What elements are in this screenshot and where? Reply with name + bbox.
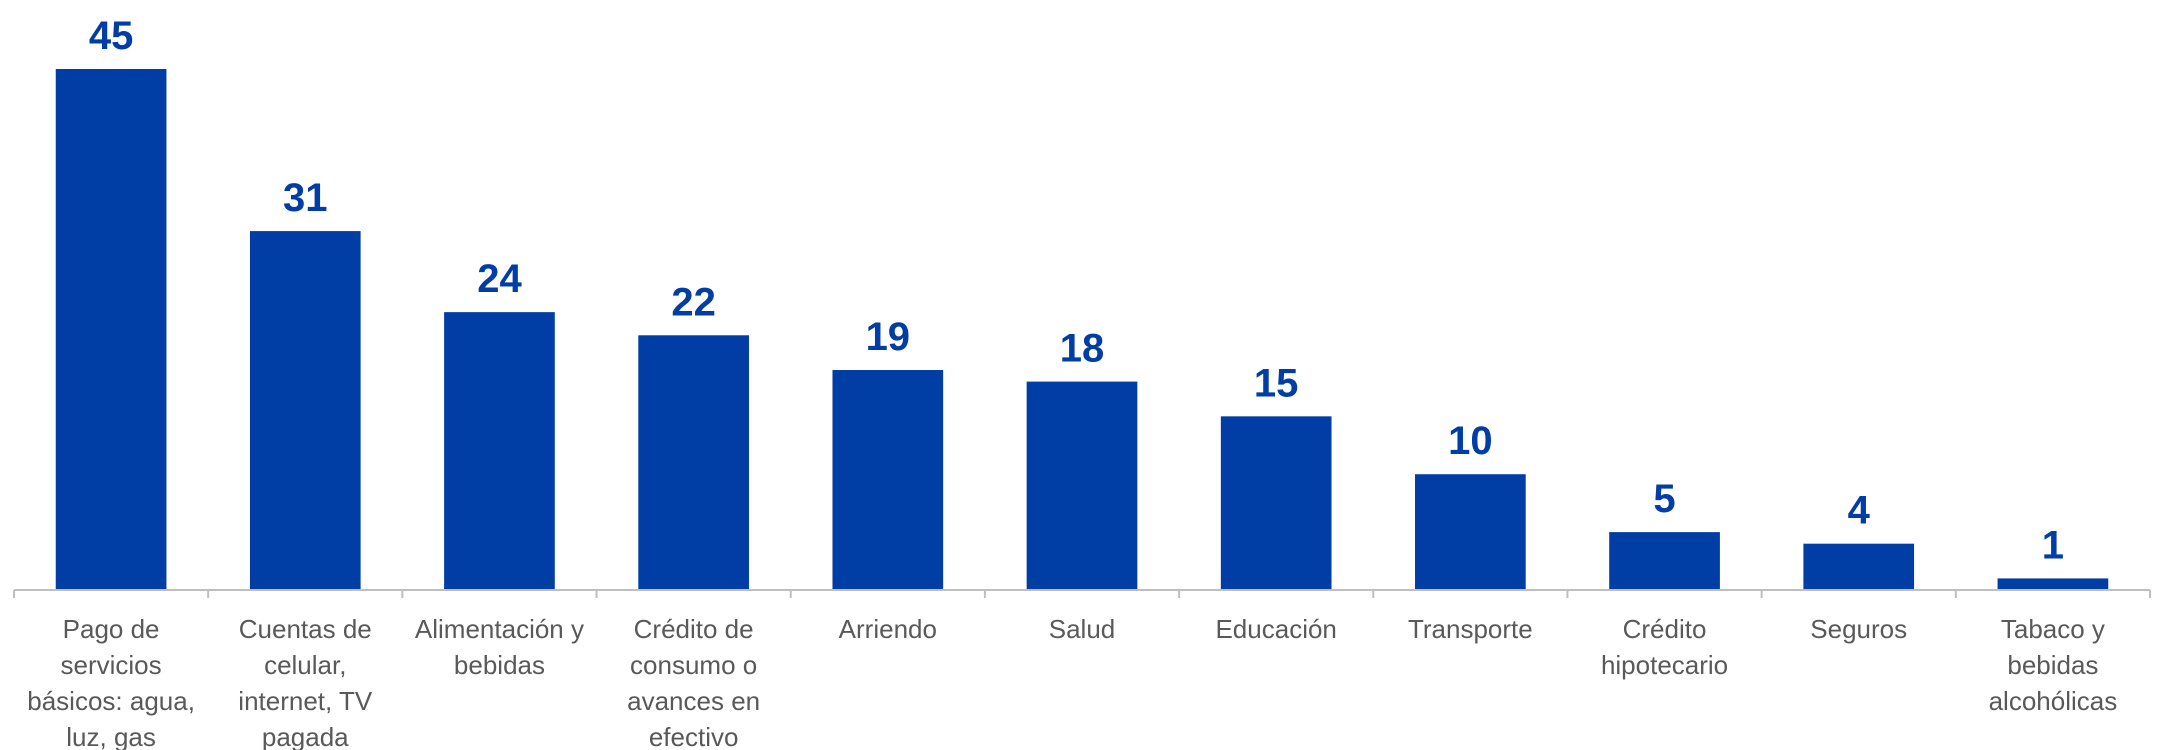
category-label-line: Tabaco y — [2001, 614, 2105, 644]
category-label: Cuentas de celular, internet, TV pagada — [238, 614, 373, 750]
category-label-line: servicios — [61, 650, 162, 680]
category-label-line: Salud — [1049, 614, 1116, 644]
category-label-line: luz, gas — [66, 722, 156, 750]
bar — [1997, 578, 2109, 590]
category-label: Crédito de consumo o avances en efectivo — [627, 614, 760, 750]
category-label: Tabaco y bebidas alcohólicas — [1989, 614, 2118, 716]
bar-value-label: 24 — [477, 257, 522, 301]
category-label-line: Crédito de — [634, 614, 754, 644]
category-label: Pago de servicios básicos: agua, luz, gas — [27, 614, 195, 750]
bar — [832, 370, 944, 590]
bar — [1220, 416, 1332, 590]
bar-value-label: 10 — [1448, 419, 1493, 463]
category-label-line: Transporte — [1408, 614, 1533, 644]
category-label: Crédito hipotecario — [1601, 614, 1728, 680]
category-label-line: consumo o — [630, 650, 757, 680]
category-label-line: Educación — [1215, 614, 1336, 644]
category-label: Seguros — [1810, 614, 1907, 644]
bar — [444, 312, 555, 590]
category-label: Arriendo — [839, 614, 937, 644]
category-label-line: Crédito — [1623, 614, 1707, 644]
category-label-line: alcohólicas — [1989, 686, 2118, 716]
category-label-line: hipotecario — [1601, 650, 1728, 680]
bar-value-label: 31 — [283, 176, 328, 220]
category-label-line: celular, — [264, 650, 346, 680]
value-labels-group: 45 31 24 22 19 18 15 10 5 4 1 — [89, 14, 2064, 567]
category-label-line: avances en — [627, 686, 760, 716]
category-label-line: Arriendo — [839, 614, 937, 644]
bar-value-label: 15 — [1254, 361, 1299, 405]
category-label-line: Pago de — [63, 614, 160, 644]
category-label: Salud — [1049, 614, 1116, 644]
bar — [1803, 543, 1915, 590]
bar — [55, 69, 167, 590]
category-label-line: bebidas — [454, 650, 545, 680]
category-label: Alimentación y bebidas — [415, 614, 584, 680]
bar — [249, 231, 361, 591]
category-label-line: básicos: agua, — [27, 686, 195, 716]
bar — [638, 335, 749, 590]
category-label-line: pagada — [262, 722, 349, 750]
bar — [1609, 532, 1720, 590]
bar — [1026, 381, 1138, 590]
bar-value-label: 18 — [1060, 327, 1105, 371]
bar-value-label: 45 — [89, 14, 134, 58]
category-label-line: Alimentación y — [415, 614, 584, 644]
category-label-line: efectivo — [649, 722, 739, 750]
category-label-line: internet, TV — [238, 686, 373, 716]
category-labels-group: Pago de servicios básicos: agua, luz, gas Cu… — [27, 614, 2117, 750]
bar — [1415, 474, 1526, 590]
category-label: Transporte — [1408, 614, 1533, 644]
category-label-line: Seguros — [1810, 614, 1907, 644]
category-label-line: bebidas — [2007, 650, 2098, 680]
category-label: Educación — [1215, 614, 1336, 644]
bar-value-label: 1 — [2042, 523, 2064, 567]
category-label-line: Cuentas de — [239, 614, 372, 644]
bar-value-label: 4 — [1848, 489, 1871, 533]
x-axis-ticks — [13, 590, 2151, 598]
bar-value-label: 5 — [1653, 477, 1675, 521]
bar-value-label: 22 — [671, 280, 716, 324]
bar-value-label: 19 — [866, 315, 911, 359]
bars-group — [55, 69, 2109, 591]
